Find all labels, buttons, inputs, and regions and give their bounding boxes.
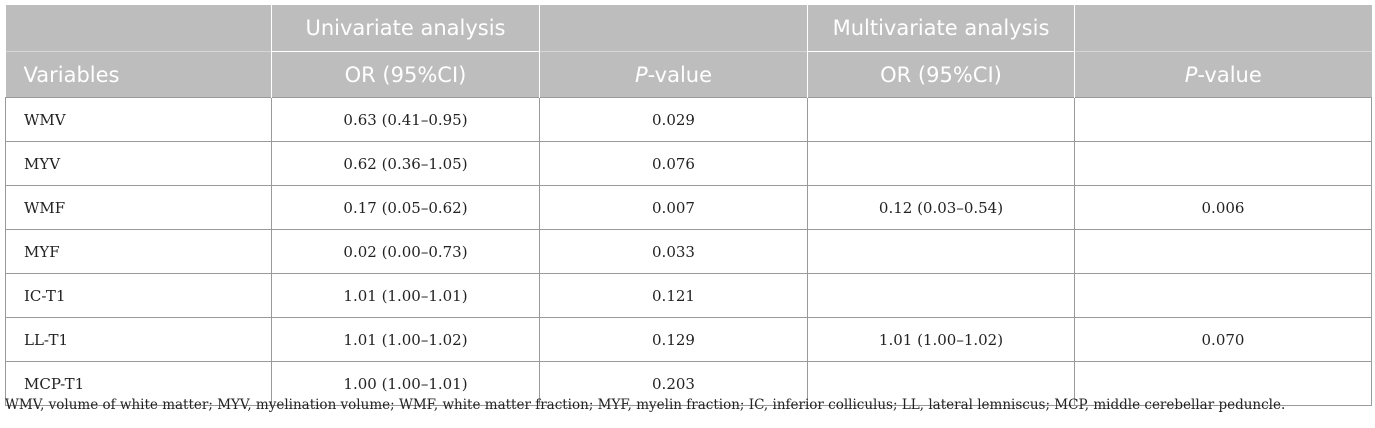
cell-variable: WMF [5,185,272,230]
cell-uni-or: 1.01 (1.00–1.02) [271,317,540,362]
cell-uni-p: 0.029 [539,97,808,142]
header-uni-p-rest: -value [647,62,713,87]
cell-variable: MYF [5,229,272,274]
cell-multi-p [1074,229,1372,274]
cell-variable: MYV [5,141,272,186]
table-row: IC-T1 1.01 (1.00–1.01) 0.121 [5,273,1372,318]
results-table: Univariate analysis Multivariate analysi… [5,5,1372,406]
cell-multi-p [1074,361,1372,406]
table-footnote: WMV, volume of white matter; MYV, myelin… [5,397,1286,413]
cell-uni-p: 0.121 [539,273,808,318]
cell-multi-or [807,97,1075,142]
cell-multi-p [1074,97,1372,142]
header-uni-p: P-value [539,51,808,98]
cell-multi-p [1074,141,1372,186]
cell-multi-p [1074,273,1372,318]
cell-variable: MCP-T1 [5,361,272,406]
cell-uni-or: 0.17 (0.05–0.62) [271,185,540,230]
cell-variable: LL-T1 [5,317,272,362]
cell-variable: IC-T1 [5,273,272,318]
table-row: MYV 0.62 (0.36–1.05) 0.076 [5,141,1372,186]
header-multivariate-group: Multivariate analysis [807,5,1075,52]
header-empty-cell [5,5,272,52]
cell-multi-or [807,229,1075,274]
header-uni-p-italic: P [634,62,648,87]
cell-uni-or: 0.62 (0.36–1.05) [271,141,540,186]
cell-uni-p: 0.129 [539,317,808,362]
header-variables: Variables [5,51,272,98]
table-row: LL-T1 1.01 (1.00–1.02) 0.129 1.01 (1.00–… [5,317,1372,362]
header-empty-cell [539,5,808,52]
cell-uni-or: 1.00 (1.00–1.01) [271,361,540,406]
header-uni-or: OR (95%CI) [271,51,540,98]
cell-uni-p: 0.033 [539,229,808,274]
results-table-container: Univariate analysis Multivariate analysi… [5,5,1372,406]
cell-variable: WMV [5,97,272,142]
cell-uni-or: 0.02 (0.00–0.73) [271,229,540,274]
cell-uni-or: 0.63 (0.41–0.95) [271,97,540,142]
cell-uni-p: 0.203 [539,361,808,406]
table-row: WMV 0.63 (0.41–0.95) 0.029 [5,97,1372,142]
header-multi-p-italic: P [1184,62,1198,87]
cell-multi-or [807,141,1075,186]
cell-multi-or: 1.01 (1.00–1.02) [807,317,1075,362]
cell-uni-p: 0.007 [539,185,808,230]
cell-uni-p: 0.076 [539,141,808,186]
header-multi-p: P-value [1074,51,1372,98]
header-empty-cell [1074,5,1372,52]
table-row: MYF 0.02 (0.00–0.73) 0.033 [5,229,1372,274]
cell-uni-or: 1.01 (1.00–1.01) [271,273,540,318]
cell-multi-or: 0.12 (0.03–0.54) [807,185,1075,230]
table-row: MCP-T1 1.00 (1.00–1.01) 0.203 [5,361,1372,406]
table-row: WMF 0.17 (0.05–0.62) 0.007 0.12 (0.03–0.… [5,185,1372,230]
cell-multi-p: 0.070 [1074,317,1372,362]
header-univariate-group: Univariate analysis [271,5,540,52]
header-multi-or: OR (95%CI) [807,51,1075,98]
cell-multi-p: 0.006 [1074,185,1372,230]
table-body: WMV 0.63 (0.41–0.95) 0.029 MYV 0.62 (0.3… [5,97,1372,406]
cell-multi-or [807,361,1075,406]
header-multi-p-rest: -value [1197,62,1262,87]
table-header: Univariate analysis Multivariate analysi… [5,5,1372,98]
cell-multi-or [807,273,1075,318]
